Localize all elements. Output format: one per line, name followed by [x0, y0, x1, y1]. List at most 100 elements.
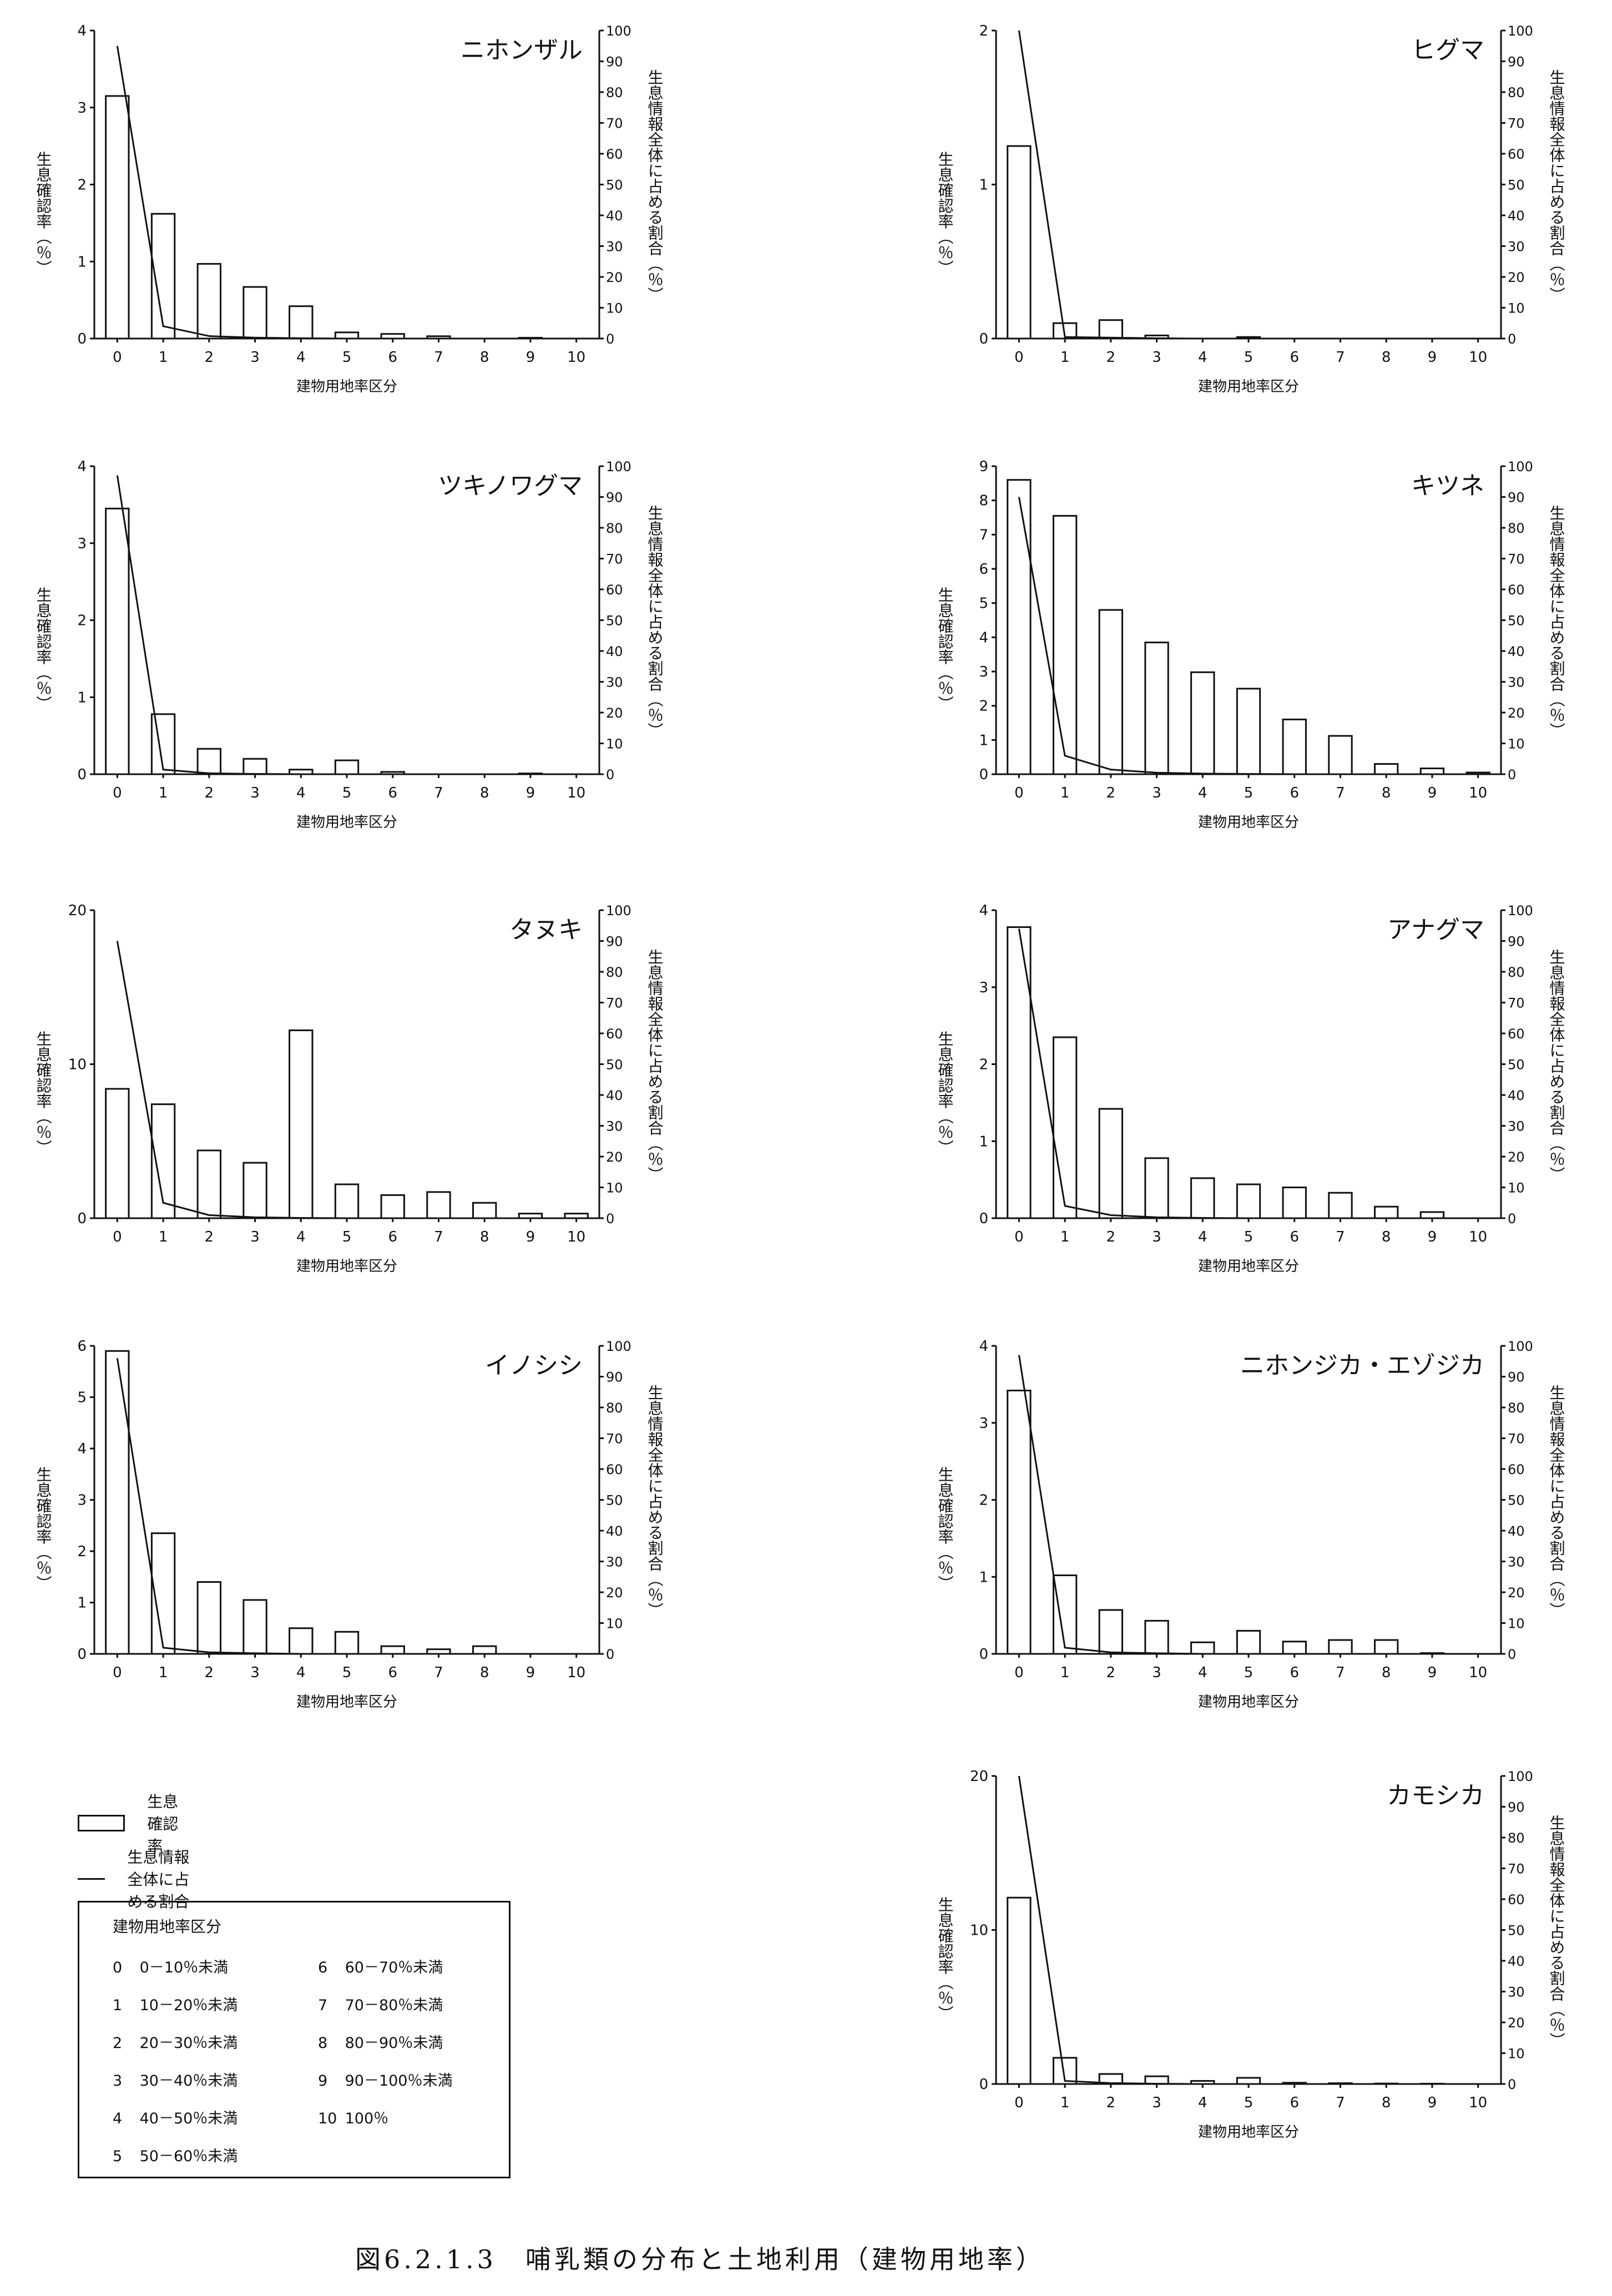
y2-tick-label: 30 — [1508, 1985, 1525, 2000]
y-tick-label: 9 — [979, 458, 988, 475]
y2-tick-label: 90 — [1508, 934, 1525, 950]
x-tick-label: 6 — [1290, 785, 1299, 801]
series-line — [116, 46, 577, 340]
y2-tick-label: 10 — [1508, 301, 1525, 316]
x-tick-label: 3 — [1152, 1664, 1161, 1681]
y2-tick-label: 90 — [1508, 1370, 1525, 1385]
y-tick-label: 4 — [77, 23, 87, 39]
y2-tick-label: 40 — [1508, 208, 1525, 224]
y2-tick-label: 0 — [1508, 1211, 1516, 1227]
bar — [426, 1191, 451, 1219]
x-tick-label: 0 — [113, 785, 122, 801]
y2-tick-label: 100 — [1508, 1339, 1533, 1354]
series-line — [116, 941, 577, 1219]
x-tick-label: 4 — [1198, 1229, 1207, 1245]
y-axis-label: 生息確認率（％） — [34, 1466, 53, 1591]
bar — [1007, 479, 1032, 775]
y2-tick-label: 0 — [1508, 767, 1516, 783]
x-tick-label: 8 — [480, 1229, 489, 1245]
y-tick-label: 6 — [77, 1338, 87, 1355]
category-range: 20－30％未満 — [135, 2035, 238, 2052]
y2-tick-label: 80 — [606, 85, 623, 100]
y-tick-label: 2 — [979, 698, 988, 715]
x-tick-label: 4 — [296, 1229, 306, 1245]
x-tick-label: 0 — [113, 1664, 122, 1681]
y-tick-label: 2 — [979, 1057, 988, 1073]
series-line — [116, 1358, 577, 1655]
x-tick-label: 5 — [342, 1664, 352, 1681]
category-range: 30－40％未満 — [135, 2072, 238, 2090]
x-tick-label: 6 — [1290, 2095, 1299, 2111]
y2-axis-label: 生息情報全体に占める割合（％） — [646, 69, 664, 302]
chart-panel: 0 10 20 0 10 20 30 40 50 60 70 80 90 100 0 1 2 3 4 5 6 7 8 9 10 建… — [34, 902, 664, 1275]
bar — [1190, 1641, 1215, 1655]
y2-tick-label: 40 — [606, 1088, 623, 1103]
chart-title: カモシカ — [1387, 1782, 1484, 1810]
x-tick-label: 10 — [1469, 2095, 1487, 2111]
x-tick-label: 8 — [480, 349, 489, 366]
y2-axis-label: 生息情報全体に占める割合（％） — [646, 1385, 664, 1618]
category-code: 6 — [318, 1959, 328, 1976]
bar — [242, 1599, 267, 1655]
series-line — [1018, 1355, 1478, 1655]
x-tick-label: 7 — [1336, 1229, 1345, 1245]
bar — [1374, 1205, 1399, 1219]
chart-title: キツネ — [1411, 472, 1484, 500]
y2-axis-label: 生息情報全体に占める割合（％） — [1548, 949, 1566, 1182]
bar — [380, 1645, 405, 1655]
bar — [289, 1029, 314, 1219]
y2-tick-label: 60 — [1508, 1026, 1525, 1042]
x-tick-label: 3 — [1152, 785, 1161, 801]
y-axis-label: 生息確認率（％） — [936, 151, 954, 275]
x-tick-label: 4 — [296, 1664, 306, 1681]
y-tick-label: 3 — [77, 536, 87, 552]
bar — [1374, 763, 1399, 775]
series-line — [1018, 929, 1478, 1219]
y-tick-label: 7 — [979, 527, 988, 543]
bar — [334, 759, 360, 775]
x-tick-label: 4 — [296, 349, 306, 366]
y2-tick-label: 80 — [1508, 85, 1525, 100]
x-tick-label: 4 — [1198, 1664, 1207, 1681]
y2-tick-label: 80 — [606, 1400, 623, 1416]
bar — [1419, 1211, 1445, 1219]
x-tick-label: 10 — [567, 785, 585, 801]
y-tick-label: 0 — [979, 2076, 988, 2093]
x-tick-label: 2 — [205, 1229, 214, 1245]
y-axis-label: 生息確認率（％） — [34, 151, 53, 275]
bar — [380, 1194, 405, 1219]
chart-title: タヌキ — [509, 916, 583, 944]
y2-tick-label: 30 — [606, 1555, 623, 1570]
category-code: 5 — [113, 2148, 123, 2165]
y-tick-label: 1 — [77, 1595, 87, 1612]
y-tick-label: 1 — [979, 1133, 988, 1150]
y2-tick-label: 60 — [1508, 147, 1525, 162]
bar — [105, 1350, 130, 1655]
x-tick-label: 10 — [1469, 785, 1487, 801]
category-legend-item: 2 20－30％未満 — [113, 2031, 237, 2052]
x-axis-label: 建物用地率区分 — [296, 1694, 397, 1710]
y2-axis-label: 生息情報全体に占める割合（％） — [646, 505, 664, 738]
x-axis-label: 建物用地率区分 — [1198, 2124, 1299, 2141]
bar — [1236, 2077, 1261, 2085]
y2-tick-label: 50 — [606, 1493, 623, 1508]
y-tick-label: 2 — [979, 23, 988, 39]
y-axis-label: 生息確認率（％） — [936, 1466, 954, 1591]
category-legend-item: 1 10－20％未満 — [113, 1993, 237, 2015]
x-tick-label: 2 — [1106, 785, 1116, 801]
category-legend-box: 建物用地率区分 0 0－10％未満 1 10－20％未満 2 20－30％未満 3 3… — [78, 1901, 511, 2178]
x-tick-label: 5 — [1244, 1229, 1254, 1245]
y2-tick-label: 20 — [606, 1585, 623, 1601]
legend-line-swatch — [78, 1878, 105, 1880]
y-tick-label: 0 — [77, 1210, 87, 1227]
category-range: 10－20％未満 — [135, 1997, 238, 2014]
bar — [1052, 514, 1078, 775]
bar — [1282, 1187, 1307, 1219]
category-legend-item: 9 90－100％未満 — [318, 2068, 452, 2090]
bar — [1098, 319, 1123, 340]
bar — [105, 1088, 130, 1219]
y-tick-label: 1 — [979, 177, 988, 194]
y2-tick-label: 70 — [606, 1431, 623, 1447]
x-tick-label: 8 — [480, 785, 489, 801]
